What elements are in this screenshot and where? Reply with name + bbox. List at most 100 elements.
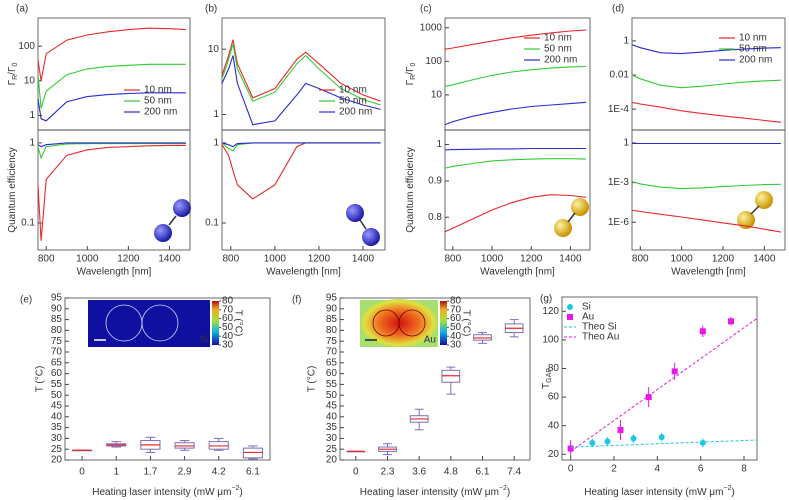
legend-label: Theo Au	[582, 332, 619, 343]
series-line	[37, 92, 186, 122]
colorbar-tick-label: 40	[222, 331, 234, 342]
series-line	[221, 142, 381, 152]
colorbar-tick-label: 30	[450, 340, 462, 351]
y-tick-label: 0.1	[21, 218, 35, 229]
x-axis-label-part: )	[731, 487, 734, 498]
legend-label: 10 nm	[339, 85, 367, 96]
y-tick-label: 95	[51, 293, 63, 304]
x-tick-label: 4.2	[212, 467, 226, 478]
x-axis-label: Heating laser intensity (mW μm−2)	[360, 485, 510, 498]
plot-frame	[444, 129, 591, 251]
legend-label: 50 nm	[144, 96, 172, 107]
y-tick-label: 35	[51, 422, 63, 433]
y-tick-label: 40	[548, 420, 560, 431]
x-tick-label: 1	[113, 467, 119, 478]
y-tick-label: 25	[326, 444, 338, 455]
theory-line	[570, 439, 758, 448]
y-tick-label: 1E-6	[608, 217, 630, 228]
x-axis-label-part: −2	[499, 485, 507, 492]
point	[617, 426, 624, 433]
x-tick-label: 0	[353, 467, 359, 478]
panel-label: (g)	[540, 294, 552, 305]
legend-label: 200 nm	[339, 107, 372, 118]
y-axis-label-part: Γ	[405, 79, 416, 85]
y-tick-label: 50	[51, 390, 63, 401]
x-tick-label: 1000	[264, 254, 287, 265]
y-tick-label: 60	[326, 368, 338, 379]
y-axis-label: Quantum efficiency	[405, 147, 416, 232]
y-tick-label: 35	[326, 422, 338, 433]
x-tick-label: 6.1	[476, 467, 490, 478]
y-tick-label: 90	[326, 303, 338, 314]
y-tick-label: 70	[51, 347, 63, 358]
y-tick-label: 60	[51, 368, 63, 379]
y-tick-label: 1	[29, 110, 35, 121]
colorbar-tick-label: 60	[450, 313, 462, 324]
point	[671, 368, 678, 375]
y-axis-label-part: GAP	[546, 368, 553, 383]
y-tick-label: 10	[208, 44, 220, 55]
x-tick-label: 7.4	[507, 467, 521, 478]
colorbar-label: T (°C)	[232, 310, 243, 337]
x-tick-label: 1200	[712, 254, 735, 265]
x-tick-label: 2	[611, 464, 617, 475]
y-tick-label: 75	[326, 336, 338, 347]
x-tick-label: 6	[698, 464, 704, 475]
nanoparticle-icons	[154, 191, 773, 246]
panel-label: (a)	[16, 4, 28, 15]
x-tick-label: 4	[655, 464, 661, 475]
plot-frame	[221, 129, 386, 251]
series-line	[631, 44, 781, 55]
plot-frame	[64, 297, 271, 461]
y-tick-label: 50	[326, 390, 338, 401]
x-tick-label: 1400	[559, 254, 582, 265]
y-tick-label: 55	[51, 379, 63, 390]
legend-label: 10 nm	[144, 85, 172, 96]
y-tick-label: 1	[213, 109, 219, 120]
legend-label: 10 nm	[544, 33, 572, 44]
point	[630, 435, 637, 442]
y-tick-label: 100	[542, 335, 559, 346]
y-axis-label-part: R	[12, 75, 19, 80]
x-tick-label: 1400	[753, 254, 776, 265]
y-tick-label: 45	[51, 401, 63, 412]
legend-label: 200 nm	[739, 55, 772, 66]
y-tick-label: 30	[326, 433, 338, 444]
y-tick-label: 120	[542, 306, 559, 317]
y-tick-label: 80	[548, 363, 560, 374]
y-axis-label-part: Quantum efficiency	[405, 147, 416, 232]
y-tick-label: 95	[326, 293, 338, 304]
y-tick-label: 65	[326, 357, 338, 368]
x-tick-label: 4.8	[444, 467, 458, 478]
x-axis-label: Wavelength [nm]	[266, 267, 341, 278]
x-axis-label: Heating laser intensity (mW μm−2)	[584, 485, 734, 498]
series-line	[631, 74, 781, 89]
y-tick-label: 85	[51, 314, 63, 325]
x-tick-label: 1.7	[143, 467, 157, 478]
x-tick-label: 1200	[308, 254, 331, 265]
y-tick-label: 10	[24, 75, 36, 86]
y-axis-label: TGAP	[541, 368, 553, 389]
legend-label: Au	[582, 312, 594, 323]
x-tick-label: 1000	[76, 254, 99, 265]
series-line	[221, 43, 381, 106]
point	[699, 439, 706, 446]
y-tick-label: 70	[326, 347, 338, 358]
x-tick-label: 1000	[481, 254, 504, 265]
x-tick-label: 800	[38, 254, 55, 265]
y-tick-label: 20	[548, 449, 560, 460]
panel-label: (d)	[612, 4, 624, 15]
inset-label: Au	[424, 335, 436, 346]
panel-label: (e)	[20, 295, 32, 306]
x-axis-label: Wavelength [nm]	[77, 267, 152, 278]
y-tick-label: 1000	[420, 22, 443, 33]
inset-au	[360, 299, 447, 347]
x-tick-label: 2.9	[178, 467, 192, 478]
y-tick-label: 1	[29, 138, 35, 149]
colorbar-tick-label: 80	[222, 296, 234, 307]
plot-frame	[631, 129, 786, 251]
series-line	[444, 158, 587, 169]
x-tick-label: 0	[568, 464, 574, 475]
series-line	[444, 194, 587, 233]
